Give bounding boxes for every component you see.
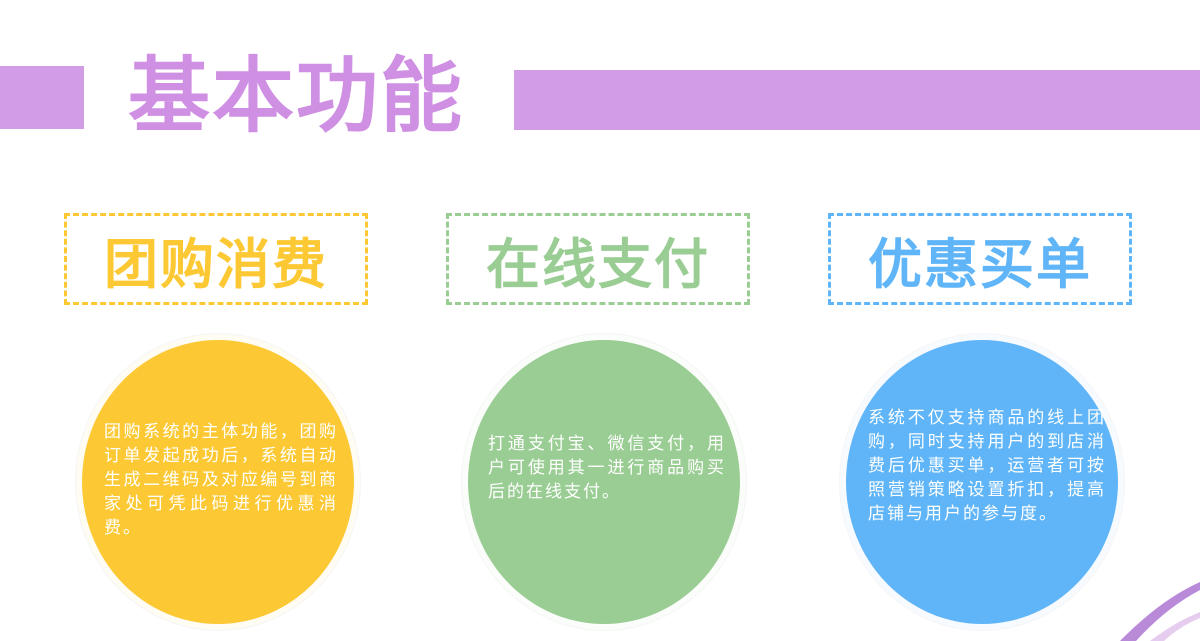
feature-title-discount-bill: 优惠买单 — [868, 232, 1092, 296]
header-bar-right — [514, 70, 1200, 130]
feature-circle-discount-bill: 系统不仅支持商品的线上团购，同时支持用户的到店消费后优惠买单，运营者可按照营销策… — [840, 334, 1124, 630]
feature-title-box-discount-bill: 优惠买单 — [828, 213, 1132, 305]
feature-circle-group-buy: 团购系统的主体功能，团购订单发起成功后，系统自动生成二维码及对应编号到商家处可凭… — [76, 334, 360, 630]
feature-title-box-group-buy: 团购消费 — [64, 213, 368, 305]
feature-title-box-online-pay: 在线支付 — [446, 213, 750, 305]
feature-description-online-pay: 打通支付宝、微信支付，用户可使用其一进行商品购买后的在线支付。 — [488, 434, 726, 502]
page-title: 基本功能 — [128, 49, 465, 144]
feature-description-discount-bill: 系统不仅支持商品的线上团购，同时支持用户的到店消费后优惠买单，运营者可按照营销策… — [868, 408, 1106, 524]
feature-circle-online-pay: 打通支付宝、微信支付，用户可使用其一进行商品购买后的在线支付。 — [462, 334, 746, 630]
feature-description-group-buy: 团购系统的主体功能，团购订单发起成功后，系统自动生成二维码及对应编号到商家处可凭… — [104, 422, 338, 538]
decorative-swoosh — [1120, 582, 1200, 641]
header-bar-left — [0, 66, 84, 129]
feature-title-online-pay: 在线支付 — [486, 232, 710, 296]
feature-title-group-buy: 团购消费 — [104, 232, 328, 296]
